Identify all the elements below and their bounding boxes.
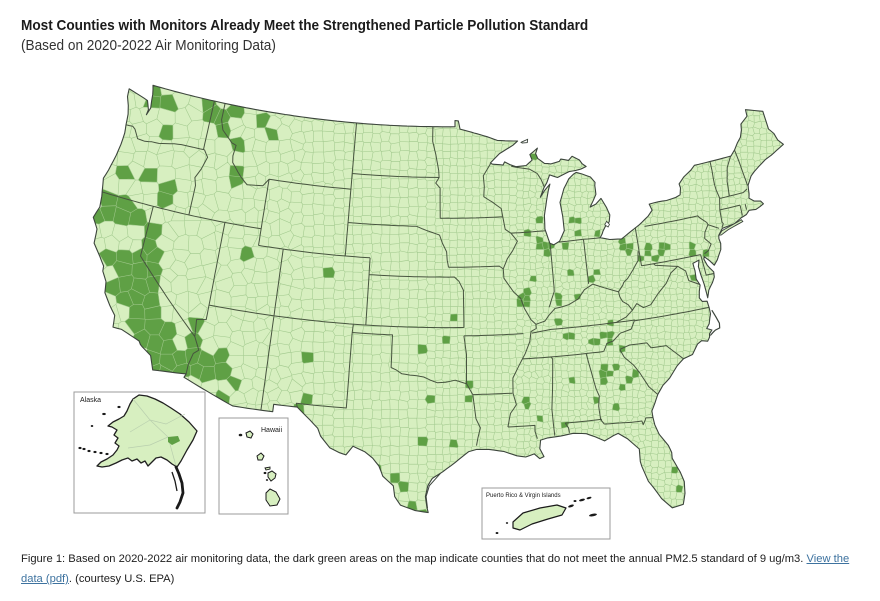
svg-text:Puerto Rico & Virgin Islands: Puerto Rico & Virgin Islands xyxy=(486,493,561,499)
svg-text:Alaska: Alaska xyxy=(80,397,101,404)
svg-text:Hawaii: Hawaii xyxy=(261,427,282,434)
